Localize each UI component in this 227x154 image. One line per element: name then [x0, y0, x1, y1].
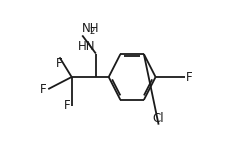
Text: 2: 2 — [89, 27, 94, 36]
Text: F: F — [185, 71, 192, 83]
Text: Cl: Cl — [152, 112, 164, 125]
Text: NH: NH — [82, 22, 99, 35]
Text: F: F — [56, 57, 63, 70]
Text: HN: HN — [77, 40, 95, 53]
Text: F: F — [63, 99, 70, 112]
Text: F: F — [40, 83, 47, 96]
